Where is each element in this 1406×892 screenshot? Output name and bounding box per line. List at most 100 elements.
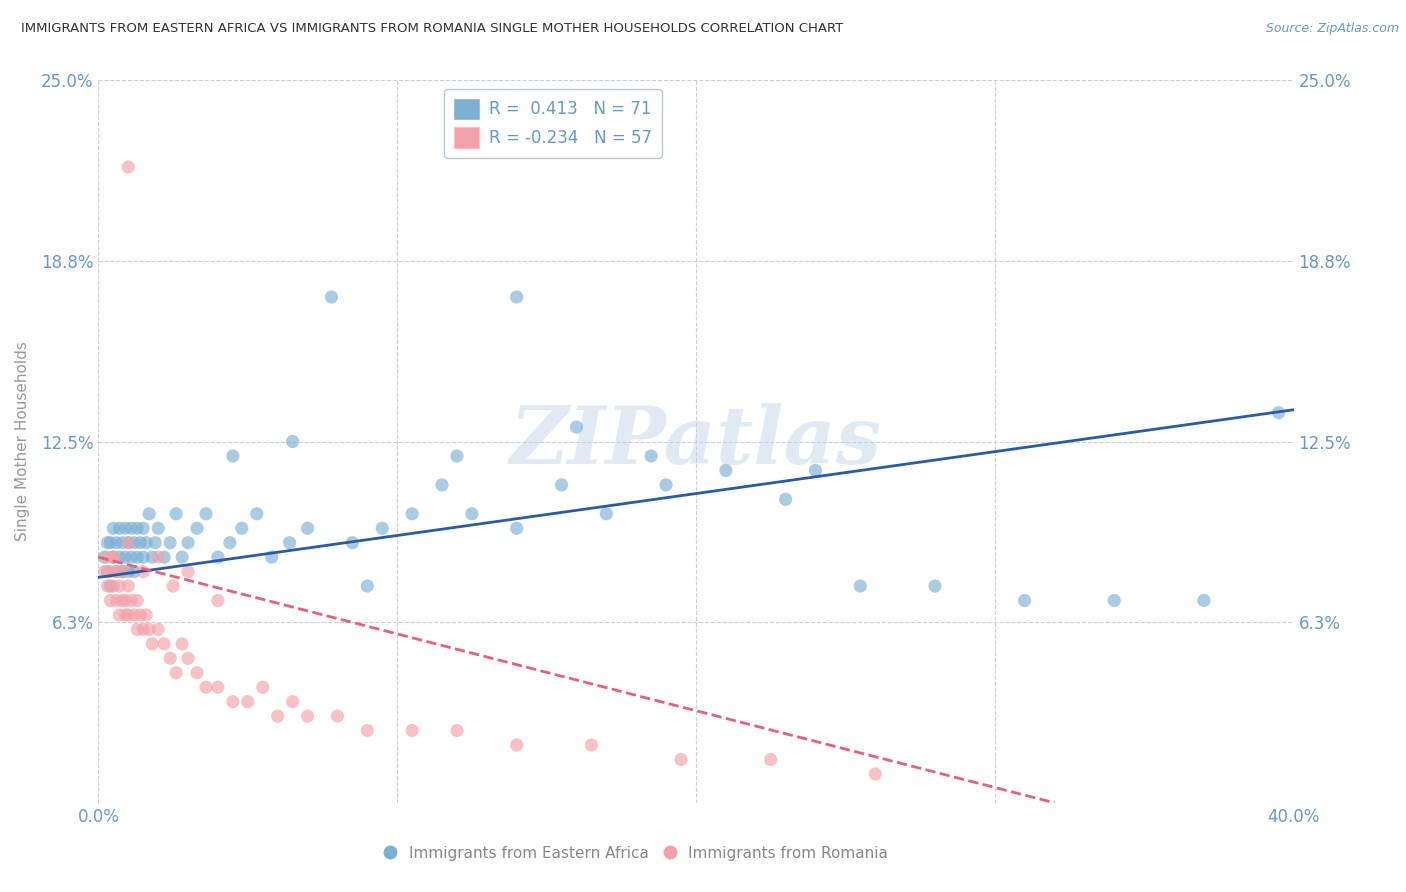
- Point: [252, 680, 274, 694]
- Point: [124, 535, 146, 549]
- Legend: Immigrants from Eastern Africa, Immigrants from Romania: Immigrants from Eastern Africa, Immigran…: [378, 840, 894, 867]
- Point: [138, 507, 160, 521]
- Point: [105, 535, 128, 549]
- Point: [865, 767, 887, 781]
- Point: [132, 623, 155, 637]
- Point: [127, 623, 149, 637]
- Point: [114, 607, 136, 622]
- Point: [1192, 593, 1215, 607]
- Point: [430, 478, 453, 492]
- Point: [506, 738, 529, 752]
- Point: [127, 521, 149, 535]
- Point: [186, 665, 208, 680]
- Point: [108, 550, 131, 565]
- Point: [1267, 406, 1289, 420]
- Point: [108, 579, 131, 593]
- Point: [153, 550, 176, 565]
- Point: [231, 521, 253, 535]
- Point: [655, 478, 678, 492]
- Point: [219, 535, 242, 549]
- Point: [114, 593, 136, 607]
- Point: [236, 695, 259, 709]
- Point: [565, 420, 588, 434]
- Point: [135, 607, 157, 622]
- Point: [117, 535, 139, 549]
- Point: [177, 651, 200, 665]
- Point: [342, 535, 364, 549]
- Point: [267, 709, 290, 723]
- Point: [401, 723, 423, 738]
- Point: [714, 463, 737, 477]
- Point: [159, 651, 181, 665]
- Point: [195, 507, 218, 521]
- Point: [207, 680, 229, 694]
- Point: [669, 752, 692, 766]
- Point: [1104, 593, 1126, 607]
- Point: [108, 607, 131, 622]
- Point: [849, 579, 872, 593]
- Point: [162, 579, 184, 593]
- Point: [96, 579, 118, 593]
- Point: [98, 579, 122, 593]
- Point: [356, 579, 378, 593]
- Point: [111, 593, 134, 607]
- Point: [506, 521, 529, 535]
- Point: [98, 565, 122, 579]
- Point: [759, 752, 782, 766]
- Point: [96, 550, 118, 565]
- Point: [159, 535, 181, 549]
- Point: [401, 507, 423, 521]
- Point: [103, 579, 125, 593]
- Point: [775, 492, 797, 507]
- Point: [114, 550, 136, 565]
- Point: [103, 521, 125, 535]
- Point: [550, 478, 572, 492]
- Point: [326, 709, 349, 723]
- Point: [148, 521, 170, 535]
- Point: [207, 550, 229, 565]
- Point: [278, 535, 301, 549]
- Point: [103, 550, 125, 565]
- Point: [135, 535, 157, 549]
- Point: [105, 565, 128, 579]
- Y-axis label: Single Mother Households: Single Mother Households: [15, 342, 30, 541]
- Point: [141, 637, 163, 651]
- Point: [153, 637, 176, 651]
- Point: [96, 565, 118, 579]
- Point: [640, 449, 662, 463]
- Point: [260, 550, 283, 565]
- Point: [186, 521, 208, 535]
- Point: [117, 565, 139, 579]
- Point: [103, 550, 125, 565]
- Point: [117, 160, 139, 174]
- Point: [120, 550, 142, 565]
- Point: [446, 723, 468, 738]
- Point: [172, 550, 194, 565]
- Point: [103, 550, 125, 565]
- Point: [222, 695, 245, 709]
- Point: [117, 535, 139, 549]
- Point: [595, 507, 617, 521]
- Point: [120, 521, 142, 535]
- Point: [281, 695, 304, 709]
- Point: [371, 521, 394, 535]
- Point: [177, 535, 200, 549]
- Point: [132, 521, 155, 535]
- Point: [132, 565, 155, 579]
- Point: [195, 680, 218, 694]
- Point: [120, 593, 142, 607]
- Text: ZIPatlas: ZIPatlas: [510, 403, 882, 480]
- Point: [117, 579, 139, 593]
- Text: Source: ZipAtlas.com: Source: ZipAtlas.com: [1265, 22, 1399, 36]
- Point: [1014, 593, 1036, 607]
- Point: [127, 550, 149, 565]
- Point: [98, 593, 122, 607]
- Point: [93, 550, 115, 565]
- Point: [321, 290, 343, 304]
- Point: [177, 565, 200, 579]
- Point: [111, 565, 134, 579]
- Point: [105, 593, 128, 607]
- Point: [117, 607, 139, 622]
- Point: [222, 449, 245, 463]
- Point: [804, 463, 827, 477]
